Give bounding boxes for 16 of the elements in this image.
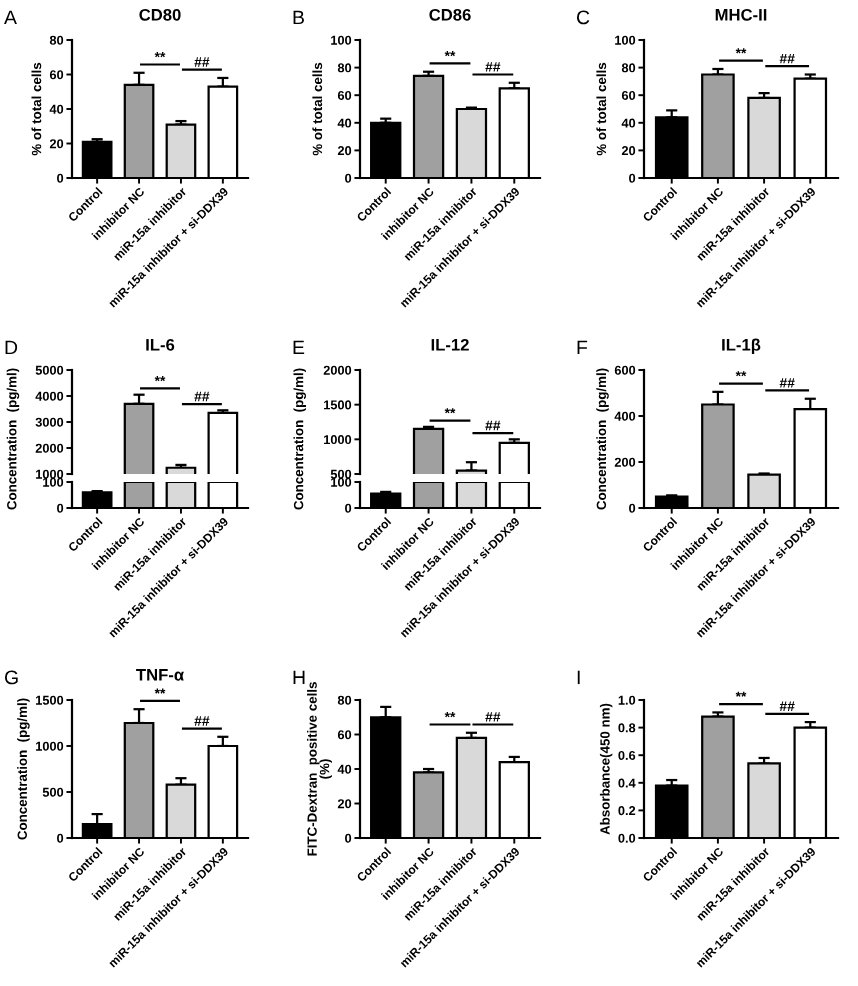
text: F — [577, 340, 588, 355]
chart-title: IL-1β — [722, 338, 761, 355]
text: A — [4, 10, 17, 25]
chart-title: TNF-α — [136, 669, 184, 681]
chart-title: CD80 — [139, 8, 181, 21]
text: B — [293, 10, 304, 25]
text: H — [293, 670, 305, 685]
text: I — [577, 670, 580, 685]
text: E — [293, 340, 305, 355]
text: C — [576, 10, 590, 25]
text: D — [5, 340, 18, 355]
chart-title: IL-6 — [146, 338, 175, 351]
chart-title: IL-12 — [431, 338, 469, 351]
chart-title: MHC-II — [715, 8, 767, 21]
chart-title: CD86 — [429, 8, 471, 21]
text: G — [4, 670, 18, 685]
